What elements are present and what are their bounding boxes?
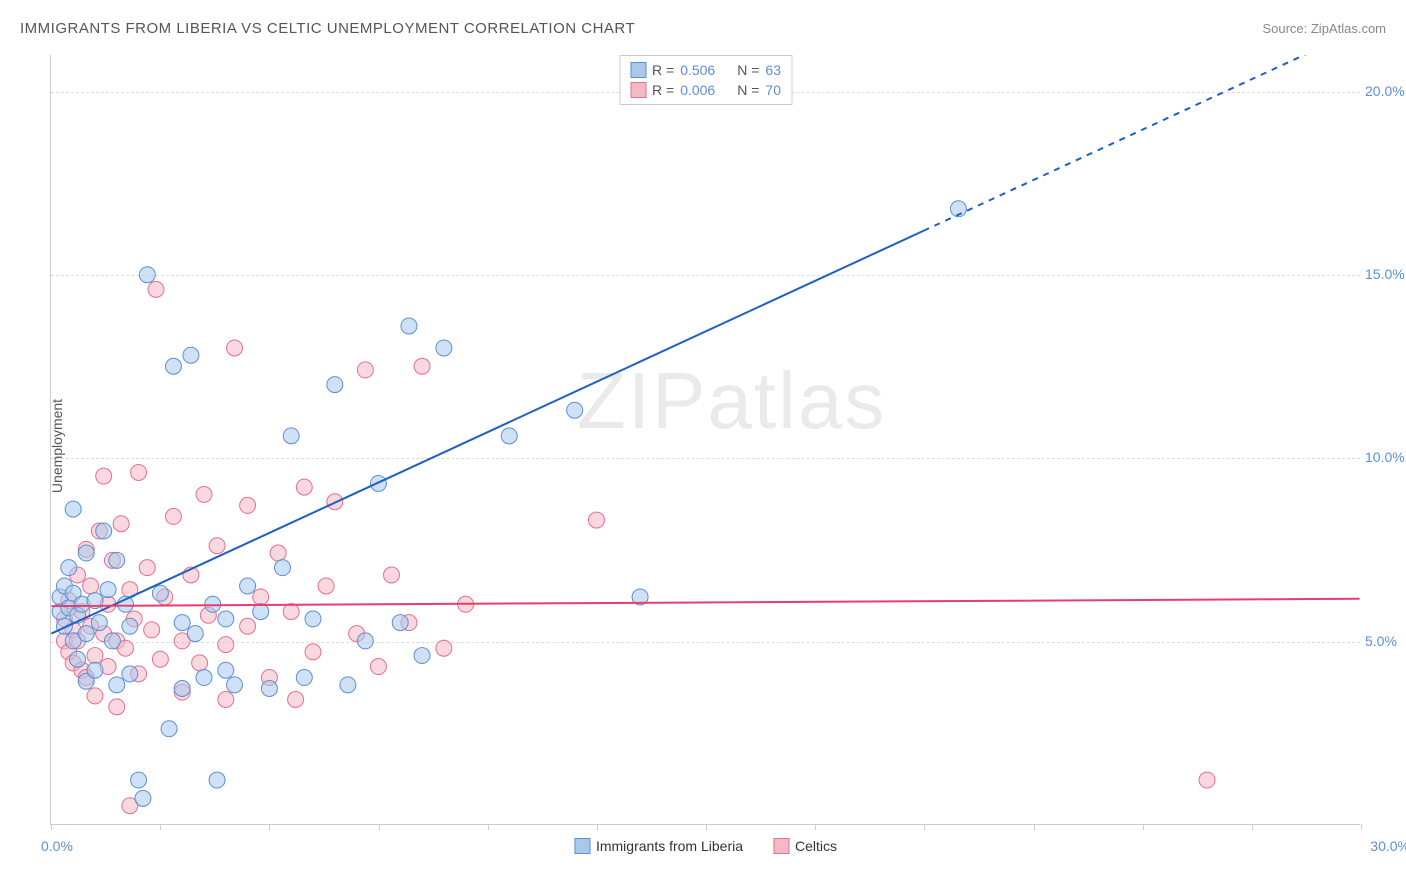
legend-stats-row-2: R = 0.006 N = 70 (630, 80, 781, 100)
x-tick (815, 824, 816, 830)
chart-title: IMMIGRANTS FROM LIBERIA VS CELTIC UNEMPL… (20, 20, 635, 37)
n-label: N = (737, 62, 759, 78)
n-value-2: 70 (765, 82, 781, 98)
r-label: R = (652, 62, 674, 78)
n-value-1: 63 (765, 62, 781, 78)
x-tick (1361, 824, 1362, 830)
plot-area: ZIPatlas R = 0.506 N = 63 R = 0.006 N = … (50, 55, 1360, 825)
y-tick-label: 5.0% (1365, 633, 1406, 649)
x-axis-max-label: 30.0% (1370, 838, 1406, 854)
swatch-pink-icon (773, 838, 789, 854)
legend-item-1: Immigrants from Liberia (574, 838, 743, 854)
source-label: Source: ZipAtlas.com (1262, 21, 1386, 36)
r-value-1: 0.506 (680, 62, 715, 78)
x-tick (51, 824, 52, 830)
legend-item-2: Celtics (773, 838, 837, 854)
x-tick (706, 824, 707, 830)
y-tick-label: 10.0% (1365, 449, 1406, 465)
r-label: R = (652, 82, 674, 98)
legend-label-1: Immigrants from Liberia (596, 838, 743, 854)
x-axis-min-label: 0.0% (41, 838, 73, 854)
y-tick-label: 15.0% (1365, 266, 1406, 282)
x-tick (269, 824, 270, 830)
swatch-pink-icon (630, 82, 646, 98)
legend-stats-row-1: R = 0.506 N = 63 (630, 60, 781, 80)
scatter-chart (51, 55, 1360, 824)
swatch-blue-icon (574, 838, 590, 854)
x-tick (488, 824, 489, 830)
legend-label-2: Celtics (795, 838, 837, 854)
legend-series: Immigrants from Liberia Celtics (574, 838, 837, 854)
n-label: N = (737, 82, 759, 98)
header: IMMIGRANTS FROM LIBERIA VS CELTIC UNEMPL… (20, 20, 1386, 37)
x-tick (160, 824, 161, 830)
r-value-2: 0.006 (680, 82, 715, 98)
x-tick (924, 824, 925, 830)
x-tick (1252, 824, 1253, 830)
x-tick (597, 824, 598, 830)
legend-stats: R = 0.506 N = 63 R = 0.006 N = 70 (619, 55, 792, 105)
x-tick (379, 824, 380, 830)
swatch-blue-icon (630, 62, 646, 78)
x-tick (1034, 824, 1035, 830)
x-tick (1143, 824, 1144, 830)
y-tick-label: 20.0% (1365, 83, 1406, 99)
